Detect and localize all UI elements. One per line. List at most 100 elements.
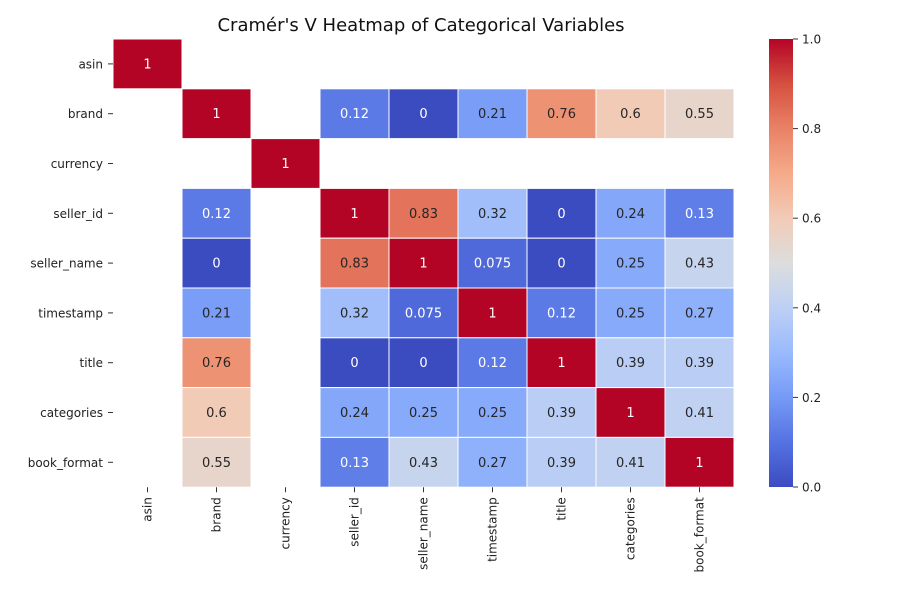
cell-value-label: 0.27 bbox=[478, 456, 507, 471]
heatmap-cell bbox=[319, 387, 390, 438]
cell-value-label: 0.76 bbox=[547, 107, 576, 122]
x-tick-label: seller_id bbox=[348, 497, 362, 547]
cell-value-label: 0.6 bbox=[620, 107, 641, 122]
cell-value-label: 0.55 bbox=[685, 107, 714, 122]
x-tick-label: categories bbox=[624, 497, 638, 560]
y-tick-label: book_format bbox=[28, 456, 104, 470]
y-tick-label: currency bbox=[51, 157, 103, 171]
cell-value-label: 0.25 bbox=[409, 406, 438, 421]
cell-value-label: 0.12 bbox=[340, 107, 369, 122]
heatmap-cell bbox=[664, 337, 735, 389]
heatmap-cell bbox=[250, 138, 321, 189]
cell-value-label: 0.39 bbox=[685, 356, 714, 371]
cell-value-label: 1 bbox=[695, 456, 703, 471]
colorbar-tick-label: 0.4 bbox=[802, 301, 821, 315]
cell-value-label: 0.25 bbox=[478, 406, 507, 421]
cell-value-label: 0.83 bbox=[340, 257, 369, 272]
cell-value-label: 1 bbox=[557, 356, 565, 371]
x-axis-labels: asin brand currency seller_id seller_name tim… bbox=[141, 487, 707, 572]
x-tick-label: asin bbox=[141, 497, 155, 522]
y-tick-label: title bbox=[80, 356, 103, 370]
colorbar: 0.0 0.2 0.4 0.6 0.8 1.0 bbox=[769, 33, 821, 495]
cell-value-label: 1 bbox=[488, 306, 496, 321]
cell-value-label: 0 bbox=[419, 356, 427, 371]
cell-value-label: 0.13 bbox=[685, 207, 714, 222]
heatmap-cell bbox=[181, 337, 252, 389]
cell-value-label: 0.41 bbox=[685, 406, 714, 421]
cell-value-label: 0.12 bbox=[478, 356, 507, 371]
heatmap-cell bbox=[526, 187, 597, 239]
cell-value-label: 0 bbox=[557, 257, 565, 272]
heatmap-cell bbox=[319, 237, 390, 289]
cell-value-label: 0 bbox=[350, 356, 358, 371]
cell-value-label: 0.25 bbox=[616, 257, 645, 272]
heatmap-cell bbox=[664, 187, 735, 239]
cell-value-label: 0 bbox=[212, 257, 220, 272]
y-tick-label: timestamp bbox=[38, 306, 103, 320]
heatmap-cell bbox=[388, 387, 459, 438]
heatmap-cell bbox=[388, 436, 459, 488]
heatmap-cell bbox=[595, 237, 666, 289]
cell-value-label: 0.13 bbox=[340, 456, 369, 471]
x-tick-label: timestamp bbox=[486, 497, 500, 562]
colorbar-tick-label: 0.8 bbox=[802, 122, 821, 136]
x-tick-label: title bbox=[555, 497, 569, 520]
cell-value-label: 0.39 bbox=[616, 356, 645, 371]
cell-value-label: 0.21 bbox=[478, 107, 507, 122]
heatmap-cell bbox=[595, 337, 666, 389]
cell-value-label: 0.075 bbox=[474, 257, 511, 272]
heatmap-cell bbox=[664, 387, 735, 438]
heatmap-cell bbox=[457, 237, 528, 289]
y-tick-label: seller_id bbox=[53, 207, 103, 221]
heatmap-cell bbox=[319, 287, 390, 339]
colorbar-tick-label: 0.6 bbox=[802, 212, 821, 226]
cell-value-label: 0.43 bbox=[409, 456, 438, 471]
heatmap-cell bbox=[181, 436, 252, 488]
heatmap-cell bbox=[457, 287, 528, 339]
cell-value-label: 0.075 bbox=[405, 306, 442, 321]
y-tick-label: asin bbox=[78, 57, 103, 71]
cell-value-label: 1 bbox=[419, 257, 427, 272]
heatmap-cell bbox=[388, 187, 459, 239]
heatmap-cell bbox=[181, 287, 252, 339]
heatmap-cell bbox=[112, 38, 183, 90]
heatmap-cell bbox=[595, 287, 666, 339]
y-axis-labels: asin brand currency seller_id seller_nametim… bbox=[28, 57, 113, 470]
heatmap-cell bbox=[664, 88, 735, 140]
heatmap-cell bbox=[181, 187, 252, 239]
heatmap-cell bbox=[457, 436, 528, 488]
heatmap-cell bbox=[319, 436, 390, 488]
cell-value-label: 0.55 bbox=[202, 456, 231, 471]
cell-value-label: 0.24 bbox=[616, 207, 645, 222]
cell-value-label: 0.43 bbox=[685, 257, 714, 272]
colorbar-tick-label: 1.0 bbox=[802, 33, 821, 47]
cell-value-label: 0 bbox=[419, 107, 427, 122]
heatmap-cells: 1 1 0.12 0 0.21 0.76 0.6 0.55 1 0.12 1 0.83 0.32 0 0.2… bbox=[112, 38, 735, 488]
heatmap-cell bbox=[526, 237, 597, 289]
heatmap-cell bbox=[388, 237, 459, 289]
cell-value-label: 0.12 bbox=[547, 306, 576, 321]
cell-value-label: 1 bbox=[212, 107, 220, 122]
cell-value-label: 0.39 bbox=[547, 406, 576, 421]
cell-value-label: 0.83 bbox=[409, 207, 438, 222]
cell-value-label: 0 bbox=[557, 207, 565, 222]
y-tick-label: brand bbox=[68, 107, 103, 121]
colorbar-tick-label: 0.0 bbox=[802, 481, 821, 495]
cell-value-label: 1 bbox=[350, 207, 358, 222]
heatmap-cell bbox=[595, 436, 666, 488]
cell-value-label: 0.39 bbox=[547, 456, 576, 471]
heatmap-cell bbox=[526, 436, 597, 488]
cell-value-label: 0.6 bbox=[206, 406, 227, 421]
heatmap-cell bbox=[526, 387, 597, 438]
cell-value-label: 0.24 bbox=[340, 406, 369, 421]
heatmap-cell bbox=[664, 287, 735, 339]
heatmap-cell bbox=[181, 237, 252, 289]
chart-title: Cramér's V Heatmap of Categorical Variab… bbox=[217, 15, 624, 36]
cell-value-label: 0.76 bbox=[202, 356, 231, 371]
cell-value-label: 0.32 bbox=[340, 306, 369, 321]
cell-value-label: 0.25 bbox=[616, 306, 645, 321]
heatmap-cell bbox=[595, 387, 666, 438]
heatmap-cell bbox=[664, 436, 735, 488]
cell-value-label: 0.12 bbox=[202, 207, 231, 222]
cell-value-label: 0.32 bbox=[478, 207, 507, 222]
